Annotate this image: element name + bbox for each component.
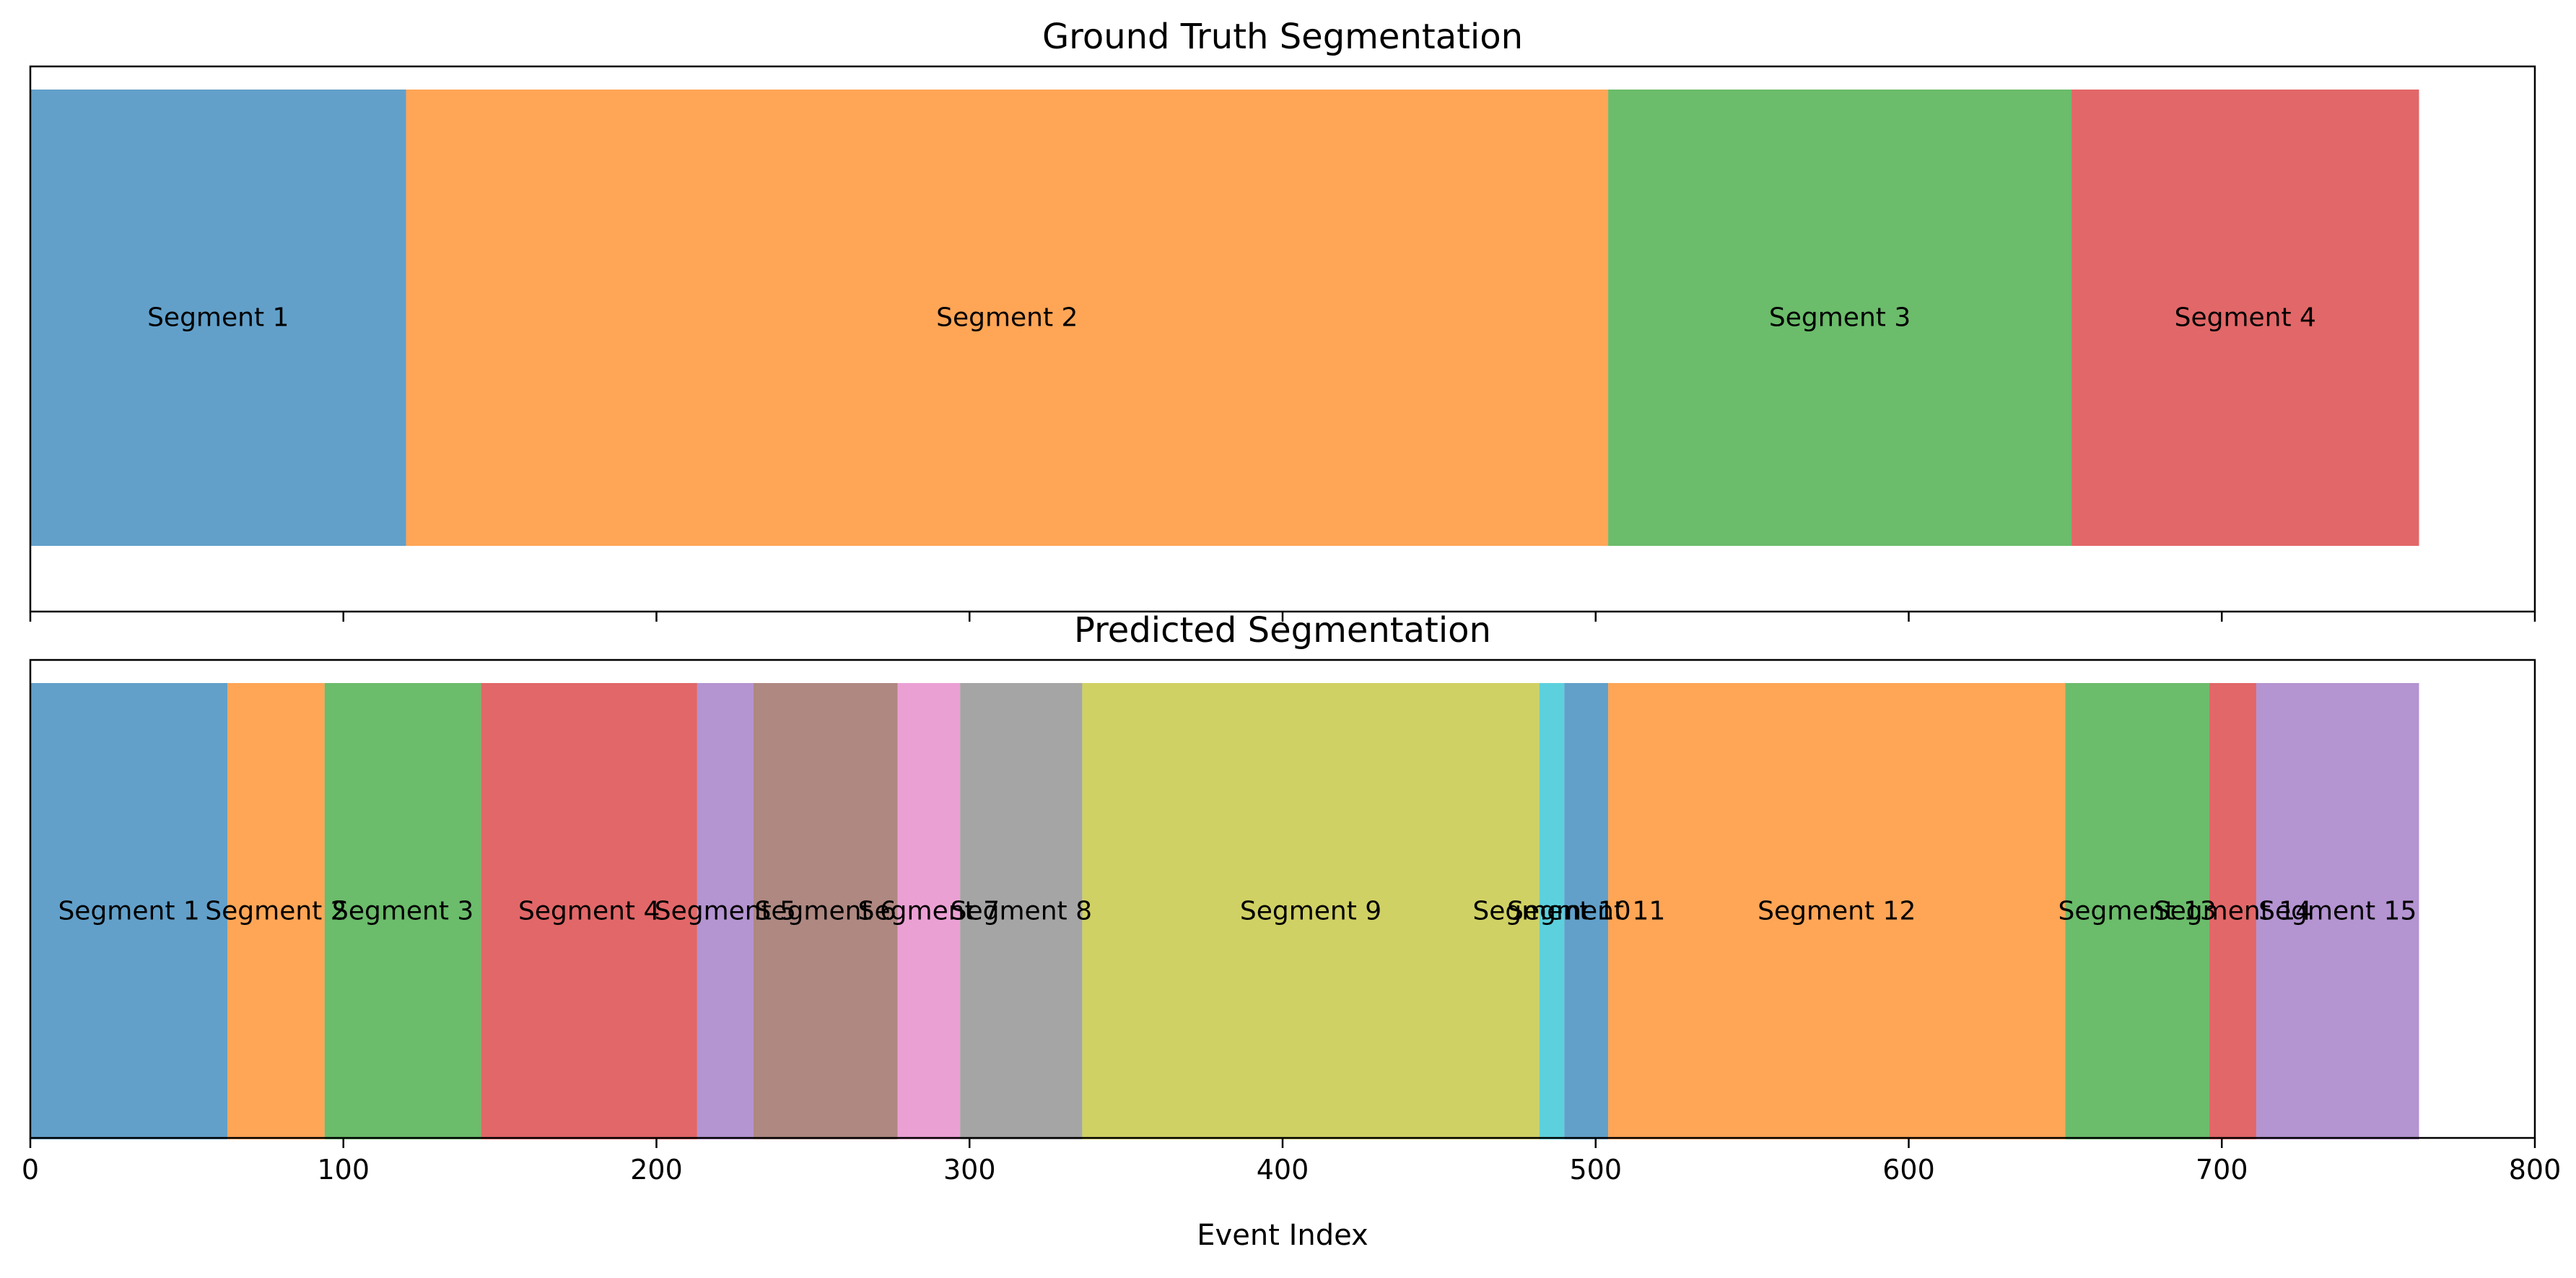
segment-bar — [227, 683, 325, 1139]
segment-label: Segment 14 — [2154, 897, 2312, 926]
segment-bar — [1608, 90, 2072, 546]
segment-label: Segment 7 — [858, 897, 1000, 926]
segment-bar — [406, 90, 1609, 546]
segment-bar — [897, 683, 961, 1139]
segment-label: Segment 2 — [205, 897, 346, 926]
chart-title: Ground Truth Segmentation — [1042, 17, 1523, 57]
x-tick-label: 500 — [1569, 1154, 1622, 1186]
segment-bar — [960, 683, 1083, 1139]
segment-label: Segment 3 — [1769, 303, 1911, 333]
segment-bar — [1608, 683, 2066, 1139]
segment-label: Segment 3 — [332, 897, 473, 926]
segment-bar — [2256, 683, 2419, 1139]
segment-label: Segment 10 — [1472, 897, 1630, 926]
segment-label: Segment 2 — [936, 303, 1078, 333]
segment-bar — [697, 683, 754, 1139]
segment-label: Segment 15 — [2258, 897, 2416, 926]
segment-bar — [30, 90, 406, 546]
segment-bar — [1564, 683, 1609, 1139]
segment-label: Segment 11 — [1507, 897, 1665, 926]
x-tick-label: 400 — [1257, 1154, 1309, 1186]
segment-label: Segment 1 — [58, 897, 199, 926]
segment-label: Segment 4 — [518, 897, 660, 926]
segment-bar — [30, 683, 228, 1139]
segment-label: Segment 6 — [755, 897, 896, 926]
segment-bar — [1539, 683, 1565, 1139]
segment-label: Segment 8 — [951, 897, 1092, 926]
panel-ground-truth: Segment 1 Segment 2 Segment 3 Segment 4 Grou… — [29, 17, 2536, 622]
segment-label: Segment 12 — [1758, 897, 1916, 926]
x-tick-label: 700 — [2196, 1154, 2248, 1186]
segment-bar — [2209, 683, 2256, 1139]
segment-bar — [481, 683, 697, 1139]
x-tick-label: 600 — [1882, 1154, 1935, 1186]
x-tick-label: 0 — [22, 1154, 39, 1186]
segment-bar — [324, 683, 481, 1139]
segment-label: Segment 1 — [147, 303, 289, 333]
segment-label: Segment 9 — [1240, 897, 1381, 926]
x-tick-label: 800 — [2509, 1154, 2562, 1186]
segment-bar — [2071, 90, 2419, 546]
x-axis-label: Event Index — [1197, 1219, 1368, 1252]
segment-label: Segment 13 — [2058, 897, 2217, 926]
segment-bar — [753, 683, 898, 1139]
segment-bar — [2065, 683, 2209, 1139]
chart-title: Predicted Segmentation — [1074, 610, 1491, 651]
segment-bar — [1082, 683, 1540, 1139]
x-tick-label: 300 — [943, 1154, 996, 1186]
segment-label: Segment 4 — [2175, 303, 2316, 333]
x-tick-label: 200 — [630, 1154, 683, 1186]
x-tick-label: 100 — [317, 1154, 370, 1186]
segment-label: Segment 5 — [655, 897, 796, 926]
